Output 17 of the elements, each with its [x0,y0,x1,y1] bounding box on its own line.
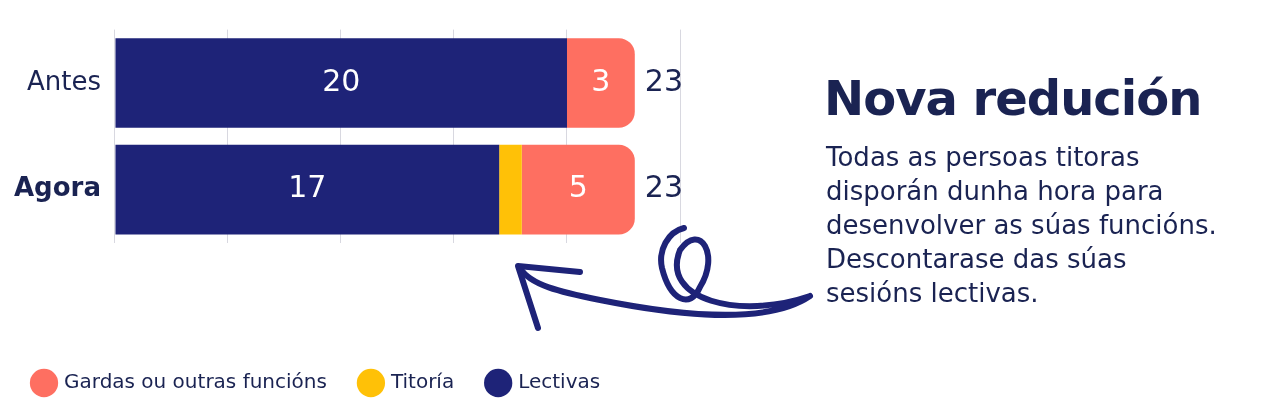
bar [115,144,500,235]
legend-label: Gardas ou outras funcións [64,369,327,394]
bar [115,38,567,128]
total-label: 23 [644,62,683,98]
bar [566,38,635,128]
text: Nova redución [824,70,1202,126]
legend-label: Titoría [389,369,455,394]
bar [499,144,522,235]
data-label: 3 [591,62,611,98]
data-label: 20 [322,62,361,98]
y-tick-label: Agora [13,172,101,203]
data-label: 17 [288,169,327,205]
text: Todas as persoas titoras disporán dunha hora para desenvolver as súas funcións. Descontarase das súas sesións lectivas. [826,141,1218,310]
data-label: 5 [568,169,588,205]
total-label: 23 [644,169,683,205]
y-tick-label: Antes [26,65,101,96]
legend-label: Lectivas [518,369,601,394]
